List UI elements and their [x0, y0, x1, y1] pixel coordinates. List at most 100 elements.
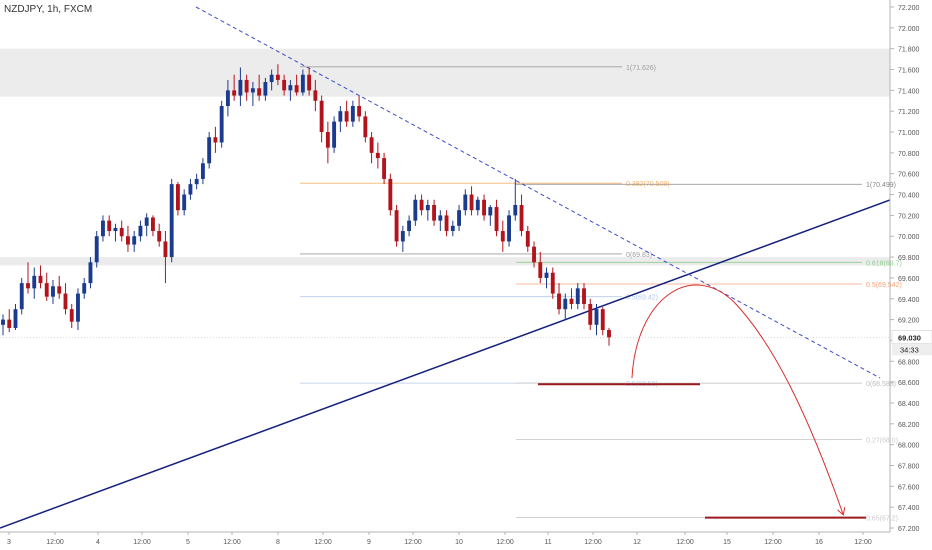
candle-body [275, 74, 280, 80]
candle-body [113, 227, 118, 232]
fibonacci-levels: 1(71.626) 0.382(70.509) 0(69.83) 0.5(69.42)… [0, 65, 902, 523]
price-tick-label: 69.800 [898, 255, 920, 262]
candle-body [257, 88, 262, 96]
candle-body [132, 236, 137, 245]
candle-body [594, 309, 599, 325]
fib-label-5: 1(70.499) [866, 182, 896, 189]
descending-trendline [195, 6, 881, 379]
price-tick-label: 69.400 [898, 297, 920, 304]
candle-body [232, 90, 237, 96]
candle-body [238, 79, 243, 96]
fib-label-9: 0.27(68.0) [866, 437, 898, 444]
candle-body [38, 275, 43, 284]
candle-body [488, 207, 493, 216]
candle-body [563, 298, 568, 310]
time-tick-label: 10 [455, 539, 463, 546]
time-axis[interactable]: 3 12:00 4 12:00 5 12:00 8 12:00 9 12:00 10 12:00 11 1… [0, 531, 890, 546]
candle-body [213, 137, 218, 143]
candle-body [357, 105, 362, 117]
candle-body [101, 220, 105, 237]
candle-body [19, 283, 24, 310]
candle-body [225, 90, 230, 106]
time-tick-label: 12:00 [133, 539, 151, 546]
candle-body [425, 204, 430, 211]
candle-body [457, 210, 461, 226]
candle-body [325, 132, 330, 148]
candle-body [163, 241, 168, 258]
time-tick-label: 12 [633, 539, 641, 546]
candle-body [607, 330, 611, 338]
price-tick-label: 68.800 [898, 359, 920, 366]
candle-body [32, 275, 37, 289]
candle-body [525, 231, 530, 247]
ascending-trendline [0, 199, 891, 529]
price-tick-label: 70.000 [898, 234, 920, 241]
candle-body [382, 158, 387, 179]
price-tick-label: 70.200 [898, 213, 920, 220]
candle-body [375, 152, 380, 159]
candle-body [13, 309, 18, 328]
candle-body [244, 79, 249, 93]
candle-body [57, 286, 62, 294]
candle-body [119, 227, 124, 237]
time-tick-label: 11 [544, 539, 551, 546]
candle-body [288, 85, 293, 91]
time-tick-label: 12:00 [223, 539, 241, 546]
candle-body [319, 100, 324, 133]
candle-body [269, 74, 274, 83]
candle-body [550, 272, 555, 294]
candle-body [532, 246, 536, 263]
candle-body [182, 194, 187, 211]
fib-label-3: 0.5(69.42) [626, 295, 658, 302]
candle-body [407, 220, 412, 232]
candle-body [544, 272, 549, 278]
price-tick-label: 71.400 [898, 88, 920, 95]
price-tick-label: 68.600 [898, 380, 920, 387]
candle-body [432, 204, 437, 221]
candle-body [188, 184, 193, 195]
candle-body [582, 288, 586, 304]
price-tick-label: 71.800 [898, 47, 920, 54]
candle-body [332, 121, 337, 148]
zone-0 [0, 48, 890, 97]
candle-body [450, 225, 455, 232]
candle-body [507, 215, 511, 242]
price-tick-label: 67.400 [898, 505, 920, 512]
time-tick-label: 12:00 [314, 539, 332, 546]
candle-body [88, 262, 93, 284]
candle-body [400, 231, 405, 242]
candle-body [26, 283, 30, 289]
time-tick-label: 12:00 [676, 539, 694, 546]
candle-body [1, 319, 5, 325]
price-axis[interactable]: 72.200 72.000 71.800 71.600 71.400 71.200 71.0… [889, 0, 932, 533]
candle-body [157, 231, 162, 242]
candle-body [369, 137, 374, 153]
candle-body [519, 204, 524, 232]
trendlines [0, 6, 891, 529]
projection-path [538, 284, 866, 519]
candle-body [438, 215, 443, 221]
price-tick-label: 71.600 [898, 68, 920, 75]
fib-label-10: 0.65(67.2) [866, 516, 898, 523]
fib-label-7: 0.5(69.542) [866, 282, 902, 289]
countdown-badge [892, 343, 932, 356]
candle-body [294, 85, 299, 93]
time-tick-label: 9 [367, 539, 371, 546]
projection-curve [631, 284, 843, 514]
price-tick-label: 68.400 [898, 401, 920, 408]
time-tick-label: 12:00 [854, 539, 872, 546]
supply-demand-zones [0, 48, 890, 266]
candle-body [107, 220, 112, 232]
candle-body [588, 303, 593, 325]
candle-body [388, 178, 393, 211]
candle-body [313, 90, 318, 101]
candle-body [138, 225, 143, 237]
candle-body [307, 74, 312, 91]
candle-body [207, 137, 212, 164]
candle-body [413, 199, 418, 221]
price-tick-label: 69.200 [898, 318, 920, 325]
candle-body [569, 298, 574, 304]
time-tick-label: 12:00 [46, 539, 64, 546]
time-tick-label: 16 [815, 539, 823, 546]
